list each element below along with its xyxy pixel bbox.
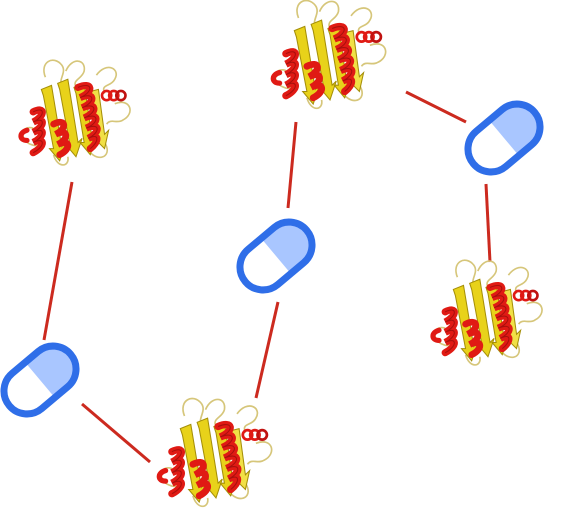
protein-1 <box>21 60 130 165</box>
link-capsule3-protein3 <box>484 183 492 263</box>
protein-structure-icon <box>159 398 271 506</box>
link-protein2-capsule3 <box>405 90 467 124</box>
links <box>42 90 492 464</box>
link-protein1-capsule1 <box>42 181 74 341</box>
link-capsule1-protein4 <box>81 402 151 464</box>
capsule-3 <box>459 95 550 182</box>
protein-3 <box>433 260 542 365</box>
capsule-1 <box>0 337 85 424</box>
protein-4 <box>159 398 271 506</box>
capsule-icon <box>231 213 322 300</box>
protein-structure-icon <box>433 260 542 365</box>
protein-structure-icon <box>21 60 130 165</box>
protein-structure-icon <box>273 0 385 108</box>
capsule-2 <box>231 213 322 300</box>
protein-2 <box>273 0 385 108</box>
capsule-icon <box>0 337 85 424</box>
capsule-icon <box>459 95 550 182</box>
link-capsule2-protein2 <box>286 121 298 209</box>
link-protein4-capsule2 <box>254 301 280 399</box>
